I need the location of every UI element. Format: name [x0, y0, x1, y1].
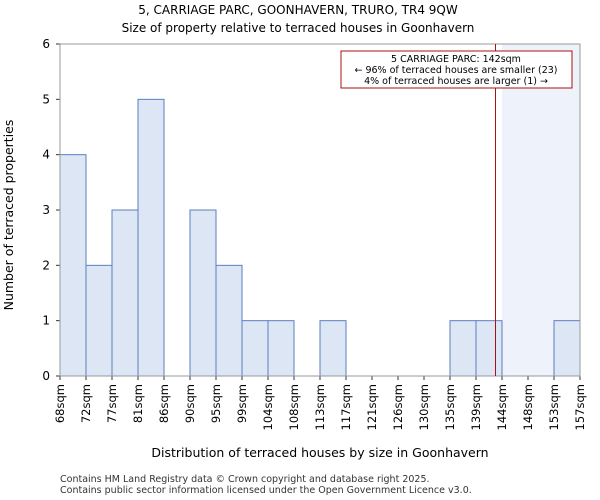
- x-tick-label: 113sqm: [313, 384, 327, 430]
- bar-139sqm: [475, 320, 503, 377]
- bar-95sqm: [215, 264, 243, 377]
- x-tick-label: 72sqm: [79, 384, 93, 423]
- y-tick-label: 2: [42, 258, 50, 272]
- annotation-line-2: ← 96% of terraced houses are smaller (23…: [354, 65, 557, 76]
- x-axis-label: Distribution of terraced houses by size …: [151, 445, 488, 460]
- bar-135sqm: [449, 320, 477, 377]
- x-tick-label: 126sqm: [391, 384, 405, 430]
- annotation-box: [340, 50, 573, 89]
- annotation-line-1: 5 CARRIAGE PARC: 142sqm: [391, 54, 521, 65]
- bar-77sqm: [111, 209, 139, 377]
- x-tick-label: 86sqm: [157, 384, 171, 423]
- x-tick-label: 108sqm: [287, 384, 301, 430]
- x-tick-label: 77sqm: [105, 384, 119, 423]
- x-tick-label: 68sqm: [53, 384, 67, 423]
- bar-153sqm: [553, 320, 581, 377]
- x-tick-label: 81sqm: [131, 384, 145, 423]
- footer-licence: Contains public sector information licen…: [60, 485, 472, 496]
- bar-99sqm: [241, 320, 269, 377]
- bars-group: [59, 98, 581, 377]
- footer-copyright: Contains HM Land Registry data © Crown c…: [60, 474, 430, 485]
- y-tick-label: 3: [42, 203, 50, 217]
- y-tick-label: 4: [42, 148, 50, 162]
- x-tick-label: 144sqm: [495, 384, 509, 430]
- y-axis-label: Number of terraced properties: [1, 120, 16, 311]
- bar-68sqm: [59, 154, 87, 377]
- y-tick-label: 6: [42, 37, 50, 51]
- annotation-line-3: 4% of terraced houses are larger (1) →: [364, 76, 548, 87]
- bar-113sqm: [319, 320, 347, 377]
- x-tick-label: 157sqm: [573, 384, 587, 430]
- bar-90sqm: [189, 209, 217, 377]
- plot-frame: [59, 43, 581, 377]
- x-tick-label: 139sqm: [469, 384, 483, 430]
- x-tick-label: 117sqm: [339, 384, 353, 430]
- bar-72sqm: [85, 264, 113, 377]
- x-axis-ticks: 68sqm 72sqm 77sqm 81sqm 86sqm 90sqm 95sqm 99sqm…: [53, 376, 587, 430]
- x-tick-label: 95sqm: [209, 384, 223, 423]
- y-tick-label: 5: [42, 92, 50, 106]
- y-tick-label: 0: [42, 369, 50, 383]
- x-tick-label: 104sqm: [261, 384, 275, 430]
- x-tick-label: 130sqm: [417, 384, 431, 430]
- property-annotation: 5 CARRIAGE PARC: 142sqm ← 96% of terrace…: [340, 50, 573, 89]
- x-tick-label: 135sqm: [443, 384, 457, 430]
- y-axis-ticks: 0 1 2 3 4 5 6: [42, 37, 60, 383]
- y-tick-label: 1: [42, 314, 50, 328]
- x-tick-label: 99sqm: [235, 384, 249, 423]
- x-tick-label: 121sqm: [365, 384, 379, 430]
- x-tick-label: 90sqm: [183, 384, 197, 423]
- bar-81sqm: [137, 98, 165, 377]
- bar-104sqm: [267, 320, 295, 377]
- chart-subtitle: Size of property relative to terraced ho…: [122, 21, 475, 35]
- chart-title: 5, CARRIAGE PARC, GOONHAVERN, TRURO, TR4…: [138, 3, 458, 17]
- x-tick-label: 153sqm: [547, 384, 561, 430]
- x-tick-label: 148sqm: [521, 384, 535, 430]
